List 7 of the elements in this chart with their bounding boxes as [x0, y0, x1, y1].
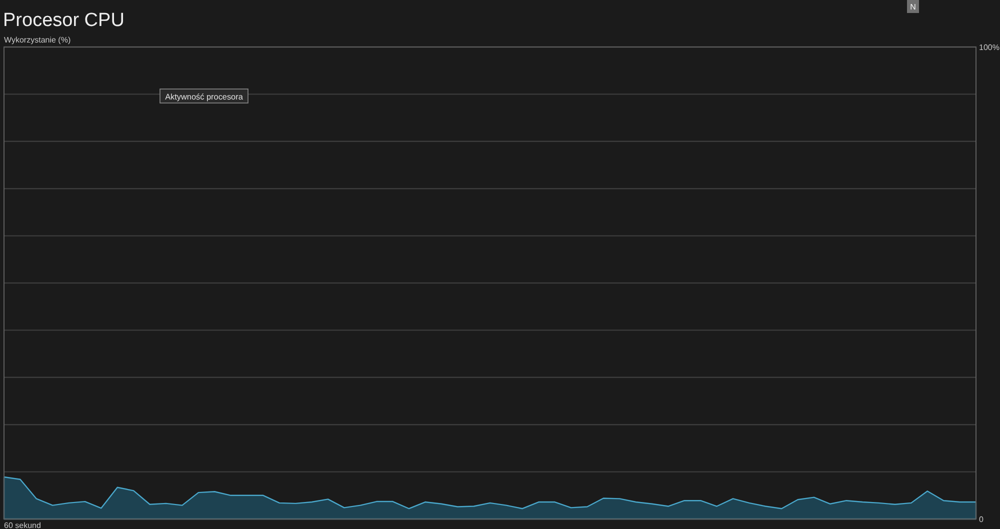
text: N [910, 2, 916, 12]
y-tick-label: 100% [979, 42, 1000, 52]
x-axis-title: 60 sekund [4, 521, 41, 529]
y-tick-label: 0 [979, 514, 984, 524]
chart-title: Procesor CPU [3, 10, 124, 31]
annotation: Aktywność procesora [165, 92, 244, 102]
y-axis-title: Wykorzystanie (%) [4, 36, 71, 44]
